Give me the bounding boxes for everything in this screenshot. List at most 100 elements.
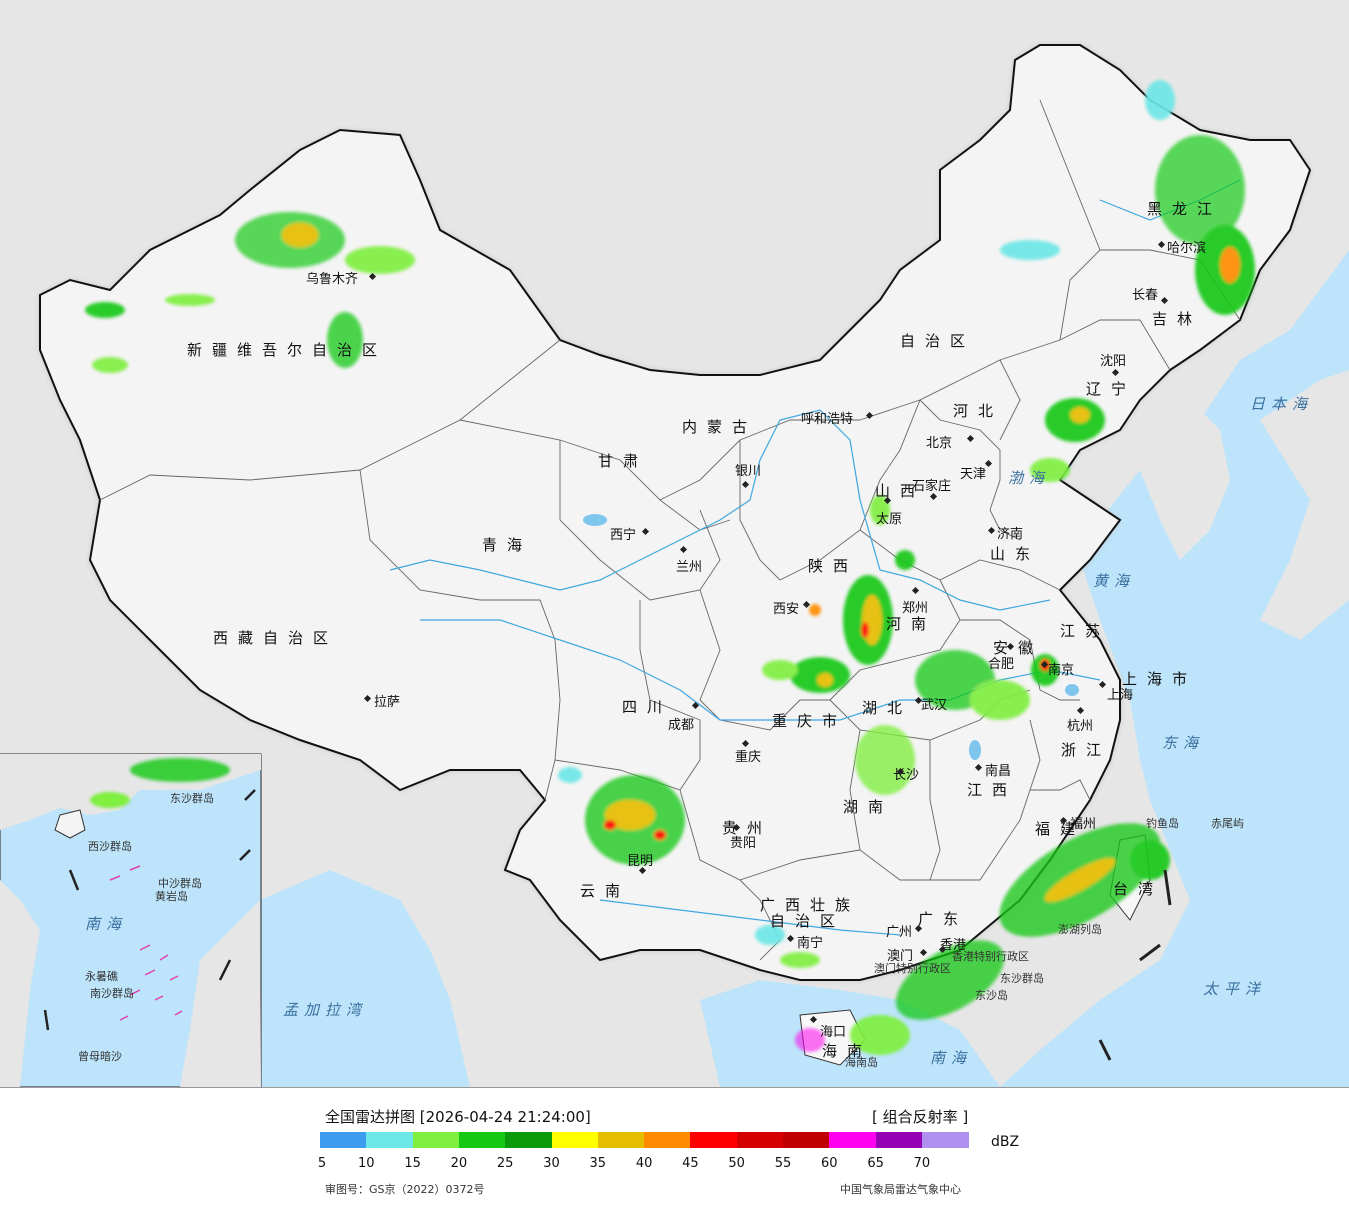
province-label: 内蒙古 — [682, 418, 758, 436]
island-label: 东沙岛 — [975, 989, 1008, 1002]
scale-tick-label: 20 — [450, 1156, 468, 1171]
legend-panel: 全国雷达拼图 [2026-04-24 21:24:00] [ 组合反射率 ] 5… — [0, 1087, 1349, 1209]
province-label: 上海市 — [1122, 670, 1198, 688]
review-number: 审图号：GS京（2022）0372号 — [325, 1183, 485, 1196]
province-label: 甘肃 — [598, 452, 649, 470]
china-outline — [39, 44, 1312, 981]
island-label: 海南岛 — [845, 1056, 878, 1069]
scale-tick-label: 55 — [774, 1156, 792, 1171]
city-label: 北京 — [926, 436, 953, 451]
province-label: 山东 — [990, 545, 1041, 563]
city-label: 澳门 — [887, 949, 914, 964]
city-label: 长春 — [1132, 288, 1159, 303]
inset-island-label: 永暑礁 — [85, 970, 118, 983]
province-label: 海南 — [822, 1042, 873, 1060]
scale-tick-label: 30 — [543, 1156, 560, 1171]
east-sea — [1000, 250, 1349, 1087]
dash-lines — [1098, 869, 1172, 1061]
island-label: 澳门特别行政区 — [874, 962, 951, 975]
inset-island-label: 南沙群岛 — [90, 987, 134, 1000]
scale-tick-label: 60 — [821, 1156, 838, 1171]
city-label: 上海 — [1107, 688, 1134, 703]
map-canvas — [0, 0, 1349, 1087]
qinghai-lake — [583, 514, 607, 526]
radar-echoes — [85, 80, 1255, 1055]
color-swatch — [320, 1132, 367, 1148]
city-label: 南昌 — [985, 764, 1012, 779]
city-label: 杭州 — [1067, 719, 1094, 734]
taihu-lake — [1065, 684, 1079, 696]
color-swatch — [783, 1132, 830, 1148]
city-label: 广州 — [886, 925, 913, 940]
province-label: 江西 — [967, 781, 1018, 799]
province-label: 广东 — [918, 910, 969, 928]
island-label: 澎湖列岛 — [1058, 923, 1102, 936]
legend-product: [ 组合反射率 ] — [872, 1108, 969, 1126]
province-label: 自治区 — [770, 912, 846, 930]
scale-tick-label: 50 — [728, 1156, 745, 1171]
province-label: 福建 — [1035, 820, 1086, 838]
color-swatch — [551, 1132, 599, 1148]
city-label: 福州 — [1070, 817, 1097, 832]
island-label: 赤尾屿 — [1211, 817, 1244, 830]
province-label: 重庆市 — [772, 712, 848, 730]
province-label: 陕西 — [808, 557, 859, 575]
inset-island-label: 中沙群岛 — [158, 877, 202, 890]
city-label: 天津 — [960, 467, 987, 482]
legend-title: 全国雷达拼图 [2026-04-24 21:24:00] — [325, 1108, 591, 1126]
color-swatch — [458, 1132, 506, 1148]
island-label: 东沙群岛 — [1000, 972, 1044, 985]
inset-island-label: 黄岩岛 — [155, 890, 188, 903]
bay-of-bengal — [260, 870, 470, 1087]
scale-tick-label: 65 — [867, 1156, 884, 1171]
island-label: 香港特别行政区 — [952, 950, 1029, 963]
sea-label: 黄海 — [1093, 572, 1136, 590]
city-label: 南宁 — [797, 936, 824, 951]
province-label: 江苏 — [1060, 622, 1111, 640]
city-label: 拉萨 — [374, 695, 401, 710]
city-label: 西安 — [773, 602, 800, 617]
sea-label: 东海 — [1162, 734, 1205, 752]
scale-tick-label: 5 — [317, 1156, 327, 1171]
province-label: 自治区 — [900, 332, 976, 350]
city-label: 海口 — [820, 1025, 847, 1040]
city-label: 乌鲁木齐 — [306, 272, 359, 287]
city-label: 贵阳 — [730, 836, 757, 851]
sea-label: 南海 — [930, 1049, 973, 1067]
province-label: 云南 — [580, 882, 631, 900]
province-label: 辽宁 — [1086, 380, 1137, 398]
sea-label: 孟加拉湾 — [283, 1001, 368, 1019]
city-label: 济南 — [997, 527, 1024, 542]
scale-tick-label: 35 — [589, 1156, 607, 1171]
color-swatch — [366, 1132, 414, 1148]
radar-map[interactable]: 新疆维吾尔自治区 西藏自治区 青海 甘肃 四川 云南 贵州 重庆市 陕西 湖北 湖南 河南 山西 河北 山东… — [0, 0, 1349, 1087]
city-label: 郑州 — [902, 601, 929, 616]
city-label: 西宁 — [610, 528, 637, 543]
japan — [1260, 370, 1349, 640]
province-label: 湖南 — [843, 798, 894, 816]
province-label: 青海 — [482, 536, 533, 554]
city-label: 香港 — [940, 938, 967, 953]
color-swatch — [829, 1132, 877, 1148]
color-swatch — [412, 1132, 460, 1148]
city-label: 南京 — [1048, 663, 1075, 678]
city-label: 长沙 — [893, 768, 920, 783]
province-label: 广西壮族 — [760, 896, 861, 914]
inset-echoes — [90, 758, 230, 808]
color-swatch — [597, 1132, 645, 1148]
city-label: 昆明 — [627, 854, 654, 869]
province-label: 新疆维吾尔自治区 — [187, 341, 388, 359]
city-label: 兰州 — [676, 560, 703, 575]
inset-sea-label: 南海 — [85, 915, 128, 933]
province-label: 河南 — [886, 615, 937, 633]
city-label: 太原 — [876, 512, 903, 527]
province-label: 安徽 — [993, 639, 1044, 657]
sea-label: 太平洋 — [1203, 980, 1267, 998]
color-swatch — [736, 1132, 784, 1148]
province-label: 湖北 — [862, 699, 913, 717]
scale-tick-label: 15 — [404, 1156, 421, 1171]
island-label: 钓鱼岛 — [1146, 817, 1179, 830]
sea-label: 日本海 — [1250, 395, 1314, 413]
city-label: 呼和浩特 — [801, 412, 854, 427]
scale-tick-label: 40 — [635, 1156, 653, 1171]
